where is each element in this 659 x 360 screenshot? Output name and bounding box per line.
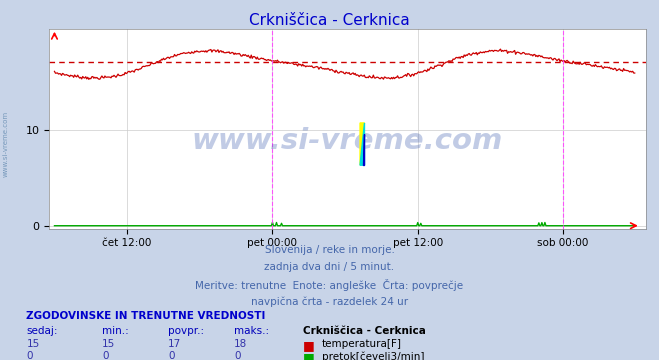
Text: Slovenija / reke in morje.: Slovenija / reke in morje. [264,245,395,255]
Text: temperatura[F]: temperatura[F] [322,339,401,349]
Text: 0: 0 [168,351,175,360]
Text: ■: ■ [303,351,315,360]
Text: 18: 18 [234,339,247,349]
Text: Meritve: trenutne  Enote: angleške  Črta: povprečje: Meritve: trenutne Enote: angleške Črta: … [196,279,463,291]
Polygon shape [362,134,364,165]
Text: maks.:: maks.: [234,326,269,336]
Text: 17: 17 [168,339,181,349]
Text: ZGODOVINSKE IN TRENUTNE VREDNOSTI: ZGODOVINSKE IN TRENUTNE VREDNOSTI [26,311,266,321]
Text: www.si-vreme.com: www.si-vreme.com [2,111,9,177]
Text: www.si-vreme.com: www.si-vreme.com [192,127,503,155]
Text: sedaj:: sedaj: [26,326,58,336]
Text: 0: 0 [234,351,241,360]
Polygon shape [360,123,364,165]
Text: pretok[čevelj3/min]: pretok[čevelj3/min] [322,351,424,360]
Polygon shape [360,123,364,165]
Text: zadnja dva dni / 5 minut.: zadnja dva dni / 5 minut. [264,262,395,272]
Text: 15: 15 [26,339,40,349]
Text: navpična črta - razdelek 24 ur: navpična črta - razdelek 24 ur [251,297,408,307]
Text: 0: 0 [102,351,109,360]
Text: ■: ■ [303,339,315,352]
Text: 15: 15 [102,339,115,349]
Text: 0: 0 [26,351,33,360]
Text: min.:: min.: [102,326,129,336]
Text: povpr.:: povpr.: [168,326,204,336]
Text: Crkniščica - Cerknica: Crkniščica - Cerknica [303,326,426,336]
Text: Crkniščica - Cerknica: Crkniščica - Cerknica [249,13,410,28]
